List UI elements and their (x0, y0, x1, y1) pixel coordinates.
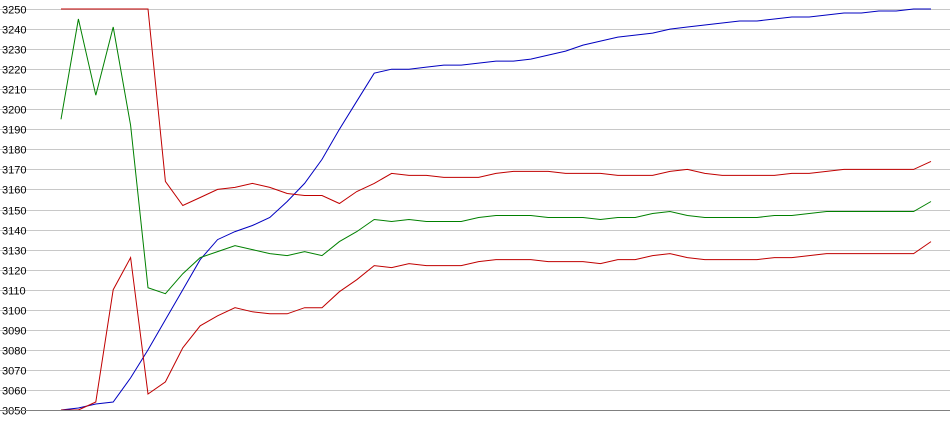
series-line-2 (61, 8, 932, 207)
y-tick-label: 3150 (2, 206, 26, 218)
y-tick-label: 3240 (2, 25, 26, 37)
y-tick-label: 3070 (2, 366, 26, 378)
y-tick-label: 3130 (2, 246, 26, 258)
y-tick-label: 3250 (2, 5, 26, 17)
y-tick-label: 3230 (2, 45, 26, 57)
y-tick-label: 3180 (2, 145, 26, 157)
y-tick-label: 3140 (2, 226, 26, 238)
y-axis-tick-labels: 3050 3060 3070 3080 3090 3100 3110 3120 3130 3140… (2, 5, 26, 418)
y-tick-label: 3190 (2, 125, 26, 137)
y-tick-label: 3120 (2, 266, 26, 278)
grid-lines (0, 9, 950, 411)
y-tick-label: 3220 (2, 65, 26, 77)
y-tick-label: 3200 (2, 105, 26, 117)
y-tick-label: 3080 (2, 346, 26, 358)
y-tick-label: 3090 (2, 326, 26, 338)
y-tick-label: 3100 (2, 306, 26, 318)
y-tick-label: 3060 (2, 386, 26, 398)
series-line-3 (60, 18, 932, 295)
y-tick-label: 3170 (2, 165, 26, 177)
series-line-1 (60, 8, 931, 411)
y-tick-label: 3160 (2, 185, 26, 197)
y-tick-label: 3210 (2, 85, 26, 97)
series-line-4 (61, 241, 932, 411)
y-tick-label: 3050 (2, 406, 26, 418)
series-lines (60, 8, 932, 411)
y-tick-label: 3110 (2, 286, 26, 298)
